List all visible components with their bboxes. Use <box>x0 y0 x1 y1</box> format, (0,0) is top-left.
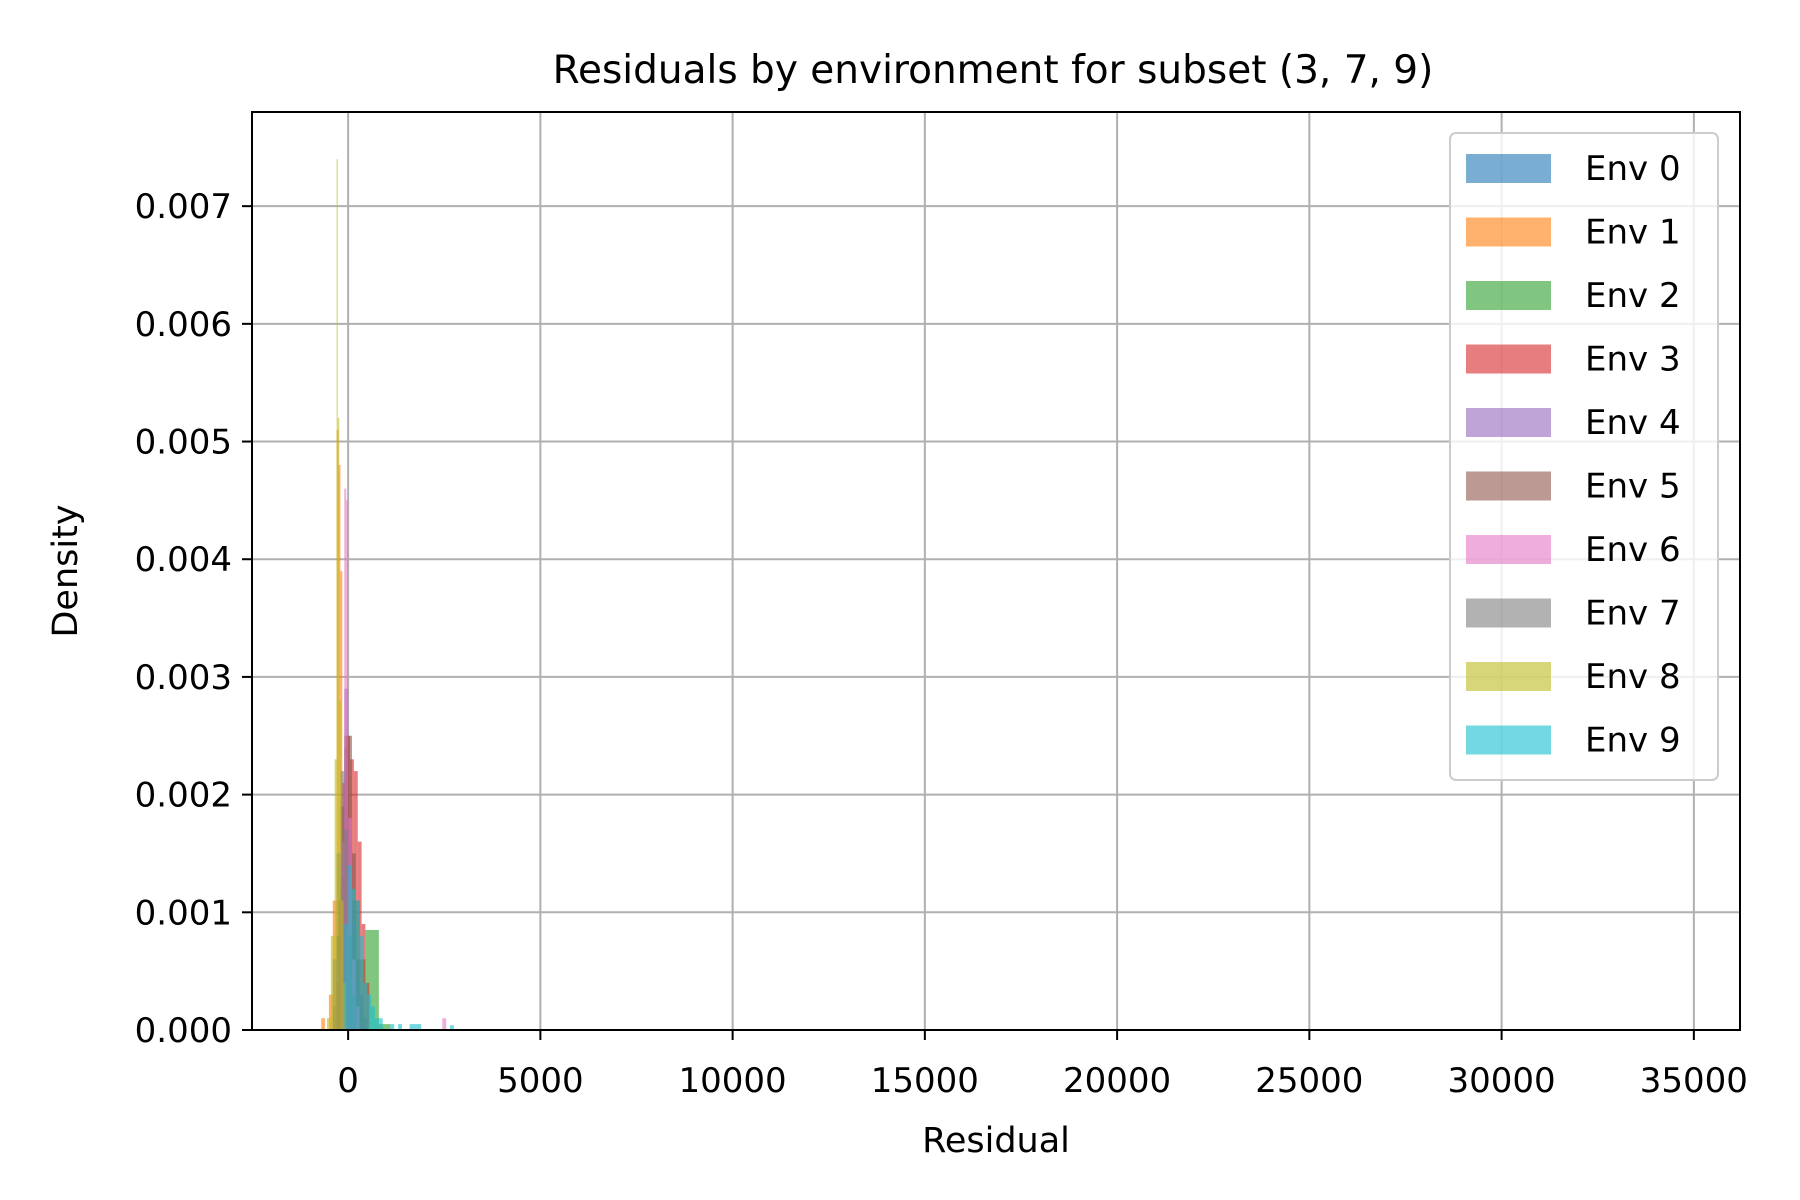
bar-env-9-10 <box>390 1024 395 1030</box>
histogram-bars <box>321 159 454 1031</box>
legend-swatch-7 <box>1466 598 1551 628</box>
legend-label-1: Env 1 <box>1585 213 1681 253</box>
legend: Env 0 Env 1 Env 2 Env 3 Env 4 Env 5 Env 6 Env 7… <box>1449 132 1719 781</box>
bar-env-8-0 <box>326 1018 331 1030</box>
bar-env-8-4 <box>337 418 340 1030</box>
legend-label-7: Env 7 <box>1585 594 1681 634</box>
chart-title: Residuals by environment for subset (3, … <box>553 48 1434 93</box>
legend-label-8: Env 8 <box>1585 657 1681 697</box>
y-axis-label: Density <box>46 504 86 637</box>
legend-label-4: Env 4 <box>1585 403 1681 443</box>
legend-swatch-5 <box>1466 471 1551 501</box>
bar-env-8-5 <box>339 700 342 1030</box>
y-tick-label-2: 0.002 <box>135 776 232 816</box>
legend-swatch-9 <box>1466 725 1551 755</box>
bar-env-8-6 <box>341 900 344 1030</box>
bar-env-9-2 <box>351 888 356 1030</box>
x-tick-label-3: 15000 <box>871 1061 979 1101</box>
bar-env-9-12 <box>409 1024 422 1030</box>
bar-env-9-11 <box>398 1024 402 1030</box>
legend-swatch-8 <box>1466 662 1551 691</box>
bar-env-8-1 <box>330 935 335 1030</box>
legend-label-3: Env 3 <box>1585 340 1681 380</box>
legend-swatch-6 <box>1466 535 1551 564</box>
x-axis-ticks: 0 5000 10000 15000 20000 25000 30000 35000 <box>337 1030 1748 1101</box>
legend-swatch-3 <box>1466 344 1551 374</box>
x-tick-label-0: 0 <box>337 1061 359 1101</box>
legend-label-0: Env 0 <box>1585 149 1681 189</box>
bar-env-8-2 <box>334 759 337 1030</box>
y-tick-label-4: 0.004 <box>135 540 232 580</box>
legend-swatch-1 <box>1466 217 1551 247</box>
bar-env-9-8 <box>375 1018 379 1030</box>
x-tick-label-5: 25000 <box>1255 1061 1363 1101</box>
y-axis-ticks: 0.000 0.001 0.002 0.003 0.004 0.005 0.006 0.007 <box>135 187 252 1051</box>
plot-frame <box>251 111 1741 1031</box>
bar-env-9-0 <box>344 924 349 1030</box>
x-tick-label-1: 5000 <box>497 1061 584 1101</box>
bar-env-9-1 <box>348 865 352 1030</box>
legend-label-5: Env 5 <box>1585 467 1681 507</box>
y-tick-label-1: 0.001 <box>135 893 232 933</box>
x-tick-label-7: 35000 <box>1640 1061 1748 1101</box>
bar-env-2-6 <box>378 1024 391 1030</box>
legend-swatch-0 <box>1466 154 1551 183</box>
x-axis-label: Residual <box>922 1121 1070 1161</box>
x-tick-label-6: 30000 <box>1448 1061 1556 1101</box>
bar-env-6-1 <box>344 488 347 1031</box>
legend-label-9: Env 9 <box>1585 721 1681 761</box>
bar-env-9-4 <box>359 935 364 1030</box>
series-9-bars <box>344 865 454 1030</box>
bar-env-9-9 <box>378 1018 383 1030</box>
legend-label-6: Env 6 <box>1585 530 1681 570</box>
legend-swatch-4 <box>1466 408 1551 437</box>
x-tick-label-4: 20000 <box>1063 1061 1171 1101</box>
legend-swatch-2 <box>1466 281 1551 310</box>
y-tick-label-6: 0.006 <box>135 305 232 345</box>
bar-env-9-13 <box>450 1025 454 1030</box>
y-tick-label-0: 0.000 <box>135 1011 232 1051</box>
bar-env-6-6 <box>442 1018 447 1030</box>
y-tick-label-7: 0.007 <box>135 187 232 227</box>
bar-env-1-0 <box>321 1018 326 1030</box>
bar-env-8-3 <box>336 159 338 1031</box>
bar-env-6-2 <box>346 500 349 1030</box>
bar-env-9-6 <box>367 994 372 1030</box>
bar-env-9-5 <box>363 982 368 1030</box>
y-tick-label-3: 0.003 <box>135 658 232 698</box>
y-tick-label-5: 0.005 <box>135 423 232 463</box>
bar-env-9-7 <box>371 1006 376 1030</box>
x-tick-label-2: 10000 <box>679 1061 787 1101</box>
bar-env-9-3 <box>355 900 360 1030</box>
legend-label-2: Env 2 <box>1585 276 1681 316</box>
